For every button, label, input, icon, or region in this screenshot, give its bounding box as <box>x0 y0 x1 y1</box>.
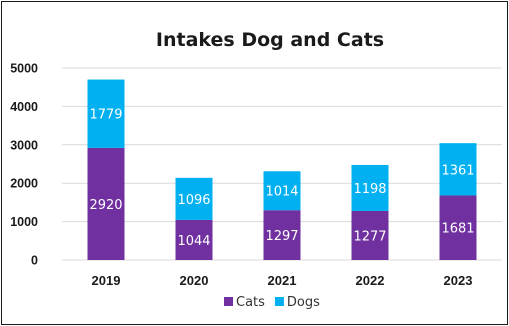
x-tick-label: 2022 <box>356 273 385 288</box>
legend-label: Cats <box>236 295 265 310</box>
bar-cats-2019 <box>87 147 125 260</box>
bar-dogs-2022 <box>351 164 389 211</box>
data-label: 1681 <box>441 222 474 237</box>
legend-item-cats: Cats <box>224 295 265 310</box>
y-tick-label: 0 <box>31 254 38 268</box>
data-label: 1297 <box>265 229 298 244</box>
x-tick-label: 2020 <box>180 273 209 288</box>
bar-chart: Intakes Dog and Cats 0 1000 2000 3000 4000 50… <box>10 29 502 310</box>
x-tick-label: 2019 <box>92 273 121 288</box>
bar-cats-2021 <box>263 210 301 260</box>
bar-dogs-2021 <box>263 171 301 211</box>
legend-label: Dogs <box>287 295 320 310</box>
data-label: 1361 <box>441 163 474 178</box>
y-tick-label: 5000 <box>10 62 38 76</box>
y-tick-label: 2000 <box>10 177 38 191</box>
y-tick-label: 4000 <box>10 100 38 114</box>
bars <box>87 79 477 260</box>
data-label: 1779 <box>89 108 122 123</box>
bar-dogs-2019 <box>87 79 125 148</box>
data-label: 1198 <box>353 182 386 197</box>
x-tick-label: 2021 <box>268 273 297 288</box>
data-label: 1277 <box>353 229 386 244</box>
data-label: 2920 <box>89 198 122 213</box>
y-axis-ticks: 0 1000 2000 3000 4000 5000 <box>10 62 38 268</box>
data-labels: 2920 1779 1044 1096 1297 1014 1277 1198 1681 1361 <box>89 108 474 249</box>
legend-item-dogs: Dogs <box>274 295 320 310</box>
bar-dogs-2023 <box>439 143 477 196</box>
bar-dogs-2020 <box>175 177 213 220</box>
data-label: 1044 <box>177 234 210 249</box>
bar-cats-2022 <box>351 210 389 260</box>
data-label: 1014 <box>265 185 298 200</box>
data-label: 1096 <box>177 193 210 208</box>
chart-title: Intakes Dog and Cats <box>156 29 384 51</box>
legend-swatch <box>224 297 233 306</box>
y-tick-label: 3000 <box>10 138 38 152</box>
bar-cats-2020 <box>175 219 213 260</box>
x-axis-ticks: 2019 2020 2021 2022 2023 <box>92 273 473 288</box>
legend-swatch <box>274 297 284 306</box>
y-tick-label: 1000 <box>10 215 38 229</box>
legend: Cats Dogs <box>224 295 320 310</box>
x-tick-label: 2023 <box>444 273 473 288</box>
bar-cats-2023 <box>439 195 477 260</box>
